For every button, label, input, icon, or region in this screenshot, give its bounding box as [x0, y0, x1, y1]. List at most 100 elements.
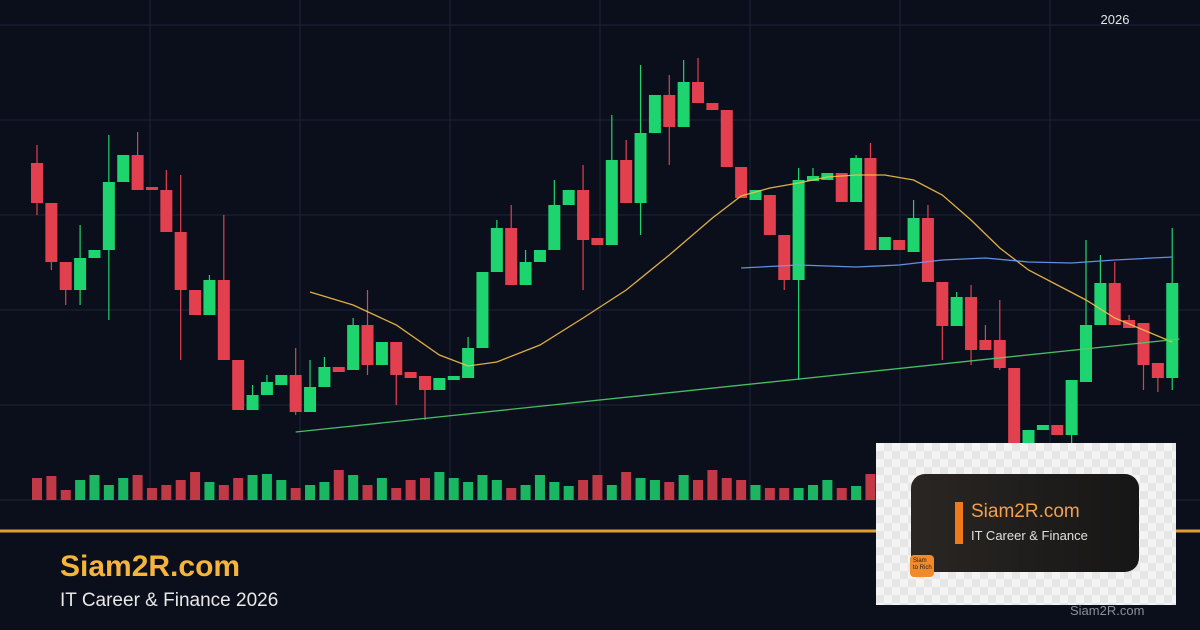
- candle-body: [792, 180, 805, 280]
- volume-bar: [707, 470, 718, 500]
- volume-bar: [865, 474, 876, 500]
- volume-bar: [118, 478, 129, 500]
- volume-bar: [305, 485, 316, 500]
- volume-bar: [132, 475, 143, 500]
- candle-body: [749, 190, 762, 200]
- candle-body: [577, 190, 590, 240]
- volume-bar: [736, 480, 747, 500]
- candle-body: [648, 95, 661, 133]
- volume-bar: [621, 472, 632, 500]
- candle-body: [907, 218, 920, 252]
- candle-body: [1008, 368, 1021, 445]
- volume-bar: [204, 482, 215, 500]
- candle-body: [304, 387, 317, 412]
- volume-bar: [851, 486, 862, 500]
- volume-bar: [506, 488, 517, 500]
- candle-body: [548, 205, 561, 250]
- volume-bar: [376, 478, 387, 500]
- volume-bar: [635, 478, 646, 500]
- volume-bar: [764, 488, 775, 500]
- candle-body: [562, 190, 575, 205]
- volume-bar: [32, 478, 42, 500]
- indicator-line: [309, 174, 1173, 367]
- candle-body: [763, 195, 776, 235]
- candle-body: [835, 173, 848, 202]
- candle-body: [1022, 430, 1035, 445]
- volume-bar: [333, 470, 344, 500]
- candle-body: [447, 376, 460, 380]
- logo-subtitle: IT Career & Finance: [971, 528, 1088, 543]
- volume-bar: [491, 480, 502, 500]
- candle-body: [965, 297, 978, 350]
- candle-body: [160, 190, 173, 232]
- candle-body: [145, 187, 158, 190]
- volume-bar: [520, 485, 531, 500]
- volume-bar: [276, 480, 287, 500]
- candle-body: [1051, 425, 1064, 435]
- candle-body: [692, 82, 705, 103]
- volume-bar: [448, 478, 459, 500]
- watermark: Siam2R.com: [1070, 603, 1145, 618]
- volume-bar: [750, 485, 761, 500]
- candle-body: [490, 228, 503, 272]
- volume-bar: [362, 485, 373, 500]
- candle-body: [950, 297, 963, 326]
- volume-bar: [434, 472, 445, 500]
- footer-subtitle: IT Career & Finance 2026: [60, 590, 279, 611]
- candle-body: [102, 182, 115, 250]
- candle-body: [1108, 283, 1121, 325]
- volume-bar: [664, 482, 675, 500]
- candle-body: [1094, 283, 1107, 325]
- candle-body: [131, 155, 144, 190]
- candle-body: [289, 375, 302, 412]
- candle-body: [347, 325, 360, 370]
- candle-body: [850, 158, 863, 202]
- candle-body: [203, 280, 216, 315]
- volume-bar: [807, 485, 818, 500]
- candle-body: [605, 160, 618, 245]
- candle-body: [174, 232, 187, 290]
- candle-body: [404, 372, 417, 378]
- volume-bar: [822, 480, 833, 500]
- candle-body: [720, 110, 733, 167]
- candle-body: [260, 382, 273, 395]
- candle-body: [1137, 323, 1150, 365]
- candle-body: [979, 340, 992, 350]
- volume-bar: [319, 482, 330, 500]
- volume-bar: [678, 475, 689, 500]
- candle-body: [418, 376, 431, 390]
- volume-bar: [592, 475, 603, 500]
- volume-bar: [793, 488, 804, 500]
- candle-body: [117, 155, 130, 182]
- candle-body: [533, 250, 546, 262]
- candle-body: [519, 262, 532, 285]
- volume-bar: [606, 485, 617, 500]
- volume-bar: [348, 475, 359, 500]
- volume-bar: [190, 472, 201, 500]
- candle-body: [59, 262, 72, 290]
- volume-bar: [89, 475, 100, 500]
- candle-body: [921, 218, 934, 282]
- candle-body: [591, 238, 604, 245]
- logo-title: Siam2R.com: [971, 501, 1080, 522]
- candle-body: [189, 290, 202, 315]
- candle-body: [993, 340, 1006, 368]
- candle-body: [1065, 380, 1078, 435]
- indicator-line: [741, 256, 1173, 269]
- candle-body: [390, 342, 403, 375]
- volume-bar: [46, 476, 57, 500]
- volume-bar: [563, 486, 574, 500]
- candle-body: [677, 82, 690, 127]
- candle-body: [275, 375, 288, 385]
- candle-body: [778, 235, 791, 280]
- volume-bar: [836, 488, 847, 500]
- candle-body: [620, 160, 633, 203]
- volume-bar: [534, 475, 545, 500]
- footer-title: Siam2R.com: [60, 550, 241, 583]
- volume-bar: [391, 488, 402, 500]
- volume-bar: [549, 482, 560, 500]
- volume-bar: [161, 485, 172, 500]
- candle-body: [375, 342, 388, 365]
